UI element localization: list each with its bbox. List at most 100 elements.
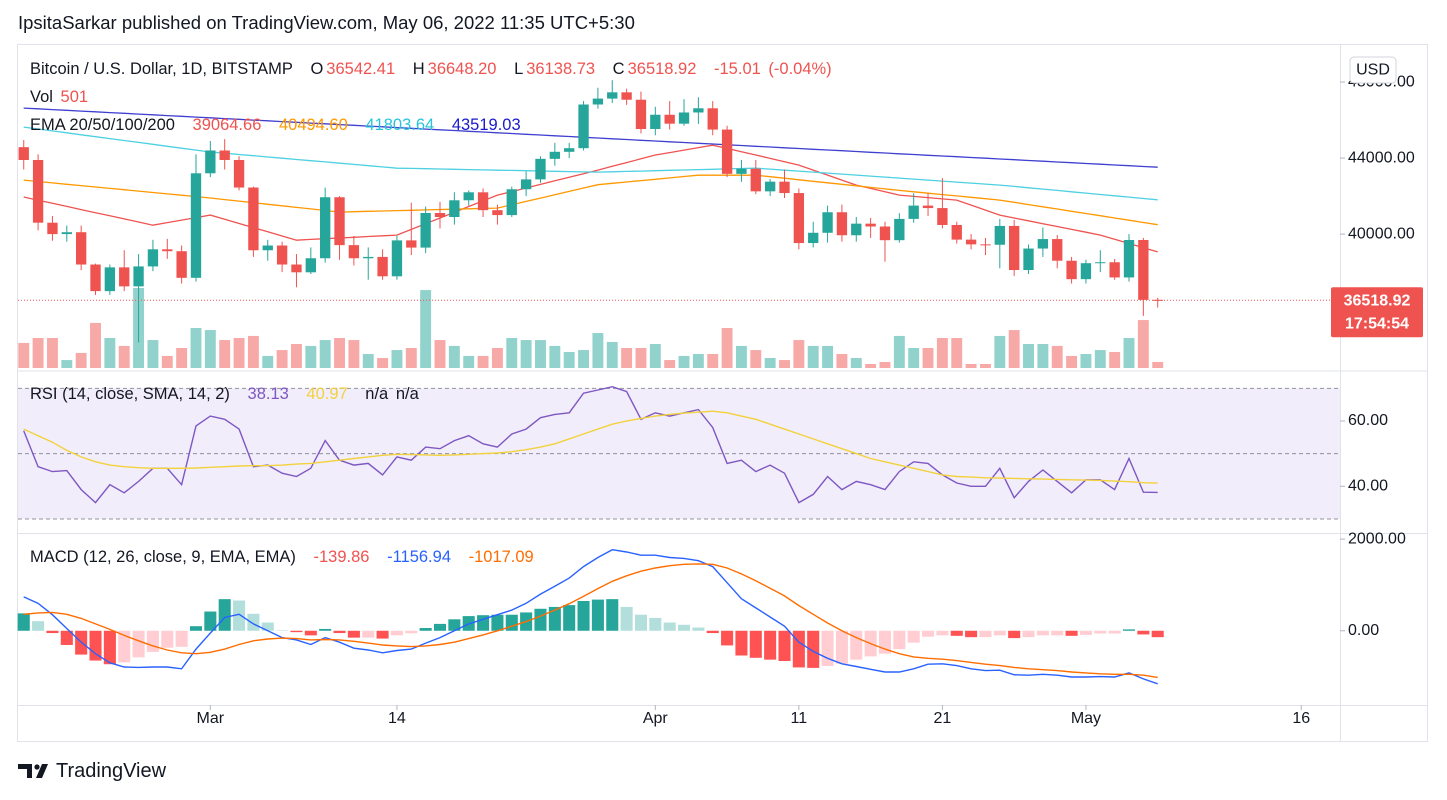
candle-body — [1052, 239, 1063, 261]
histogram-bar — [290, 630, 303, 633]
candle-body — [334, 197, 345, 246]
candle-body — [434, 213, 446, 218]
candle-body — [894, 218, 905, 241]
histogram-bar — [419, 628, 432, 631]
candle-body — [463, 192, 474, 201]
candle-body — [750, 168, 761, 192]
candle-body — [492, 210, 503, 216]
histogram-bar — [591, 599, 604, 631]
x-tick-label: Mar — [197, 710, 225, 727]
volume-bar — [793, 340, 805, 368]
candle-body — [865, 223, 876, 227]
rsi-value: 38.13 — [247, 385, 289, 403]
volume-bar — [32, 338, 44, 368]
candle-body — [721, 129, 733, 174]
histogram-bar — [548, 606, 561, 631]
volume-bar — [276, 350, 288, 368]
volume-bar — [1152, 361, 1164, 368]
volume-bar — [649, 344, 661, 368]
candle-body — [1109, 262, 1120, 278]
histogram-bar — [792, 630, 805, 668]
volume-bar — [362, 354, 374, 368]
candle-body — [47, 222, 58, 235]
candle-body — [549, 151, 561, 159]
candle-body — [320, 197, 331, 259]
histogram-bar — [233, 600, 246, 631]
logo-dot — [34, 764, 40, 770]
close-value: 36518.92 — [627, 60, 697, 78]
x-tick-label: 11 — [791, 710, 808, 727]
histogram-bar — [778, 630, 791, 662]
volume-bar — [807, 345, 819, 368]
histogram-bar — [189, 626, 203, 631]
volume-bar — [879, 361, 891, 368]
candle-body — [578, 104, 589, 149]
volume-bar — [1051, 345, 1063, 368]
volume-bar — [850, 358, 862, 368]
histogram-bar — [304, 630, 317, 636]
histogram-bar — [922, 630, 935, 637]
low-value: 36138.73 — [526, 60, 596, 78]
histogram-bar — [347, 630, 360, 638]
histogram-bar — [835, 630, 848, 664]
volume-bar — [18, 342, 30, 368]
candle-body — [176, 251, 187, 278]
volume-bar — [247, 335, 259, 368]
ema-line — [23, 174, 1158, 226]
volume-bar — [405, 348, 417, 368]
volume-bar — [520, 340, 532, 368]
change: -15.01 — [714, 60, 761, 78]
macd-value: -1156.94 — [387, 548, 451, 566]
histogram-bar — [376, 630, 389, 639]
candle-body — [1037, 239, 1049, 249]
candle-body — [621, 92, 632, 100]
candle-body — [520, 179, 532, 190]
change-pct: (-0.04%) — [768, 60, 832, 78]
price-legend: Bitcoin / U.S. Dollar, 1D, BITSTAMP O 365… — [30, 60, 835, 79]
volume-bar — [865, 364, 877, 368]
candle-body — [133, 266, 144, 287]
candle-body — [564, 148, 575, 152]
currency-box — [1349, 56, 1397, 84]
x-tick-label: 21 — [933, 710, 951, 727]
volume-bar — [692, 354, 704, 368]
ohlc-prefix: L — [514, 60, 524, 78]
histogram-bar — [448, 619, 461, 631]
histogram-bar — [950, 630, 963, 636]
candle-body — [506, 189, 517, 216]
volume-bar — [348, 340, 360, 368]
volume-bar — [535, 340, 546, 368]
tv-logo — [18, 764, 48, 778]
indicator-line — [23, 385, 1158, 504]
candle-body — [363, 256, 374, 259]
y-tick-label: 44000.00 — [1348, 149, 1415, 166]
volume-bar — [506, 338, 518, 368]
histogram-bar — [1051, 630, 1064, 636]
candle-body — [635, 99, 647, 130]
candle-body — [377, 256, 388, 277]
candle-body — [678, 112, 690, 124]
ohlc-prefix: O — [310, 60, 324, 78]
candle-body — [75, 232, 87, 265]
volume-bar — [1109, 351, 1121, 368]
ohlc-prefix: C — [612, 60, 625, 78]
histogram-bar — [764, 630, 777, 660]
histogram-bar — [405, 630, 418, 634]
candle-body — [994, 225, 1005, 245]
volume-bar — [319, 340, 331, 368]
last-price-label: 36518.92 — [1344, 292, 1411, 309]
histogram-bar — [218, 599, 231, 631]
countdown: 17:54:54 — [1345, 315, 1409, 332]
volume-bar — [90, 322, 101, 368]
candle-body — [908, 205, 919, 219]
volume-bar — [549, 345, 561, 368]
y-tick-label: 2000.00 — [1348, 530, 1406, 547]
candle-body — [477, 192, 489, 211]
x-tick-label: 16 — [1292, 710, 1310, 727]
histogram-bar — [634, 614, 647, 631]
x-tick-label: 14 — [388, 710, 406, 727]
volume-bar — [448, 345, 460, 368]
plot-layer: Mar14Apr1121May1640000.0044000.0048000.0… — [17, 44, 1428, 742]
volume-bar — [1037, 344, 1049, 368]
indicator-line — [23, 410, 1158, 484]
